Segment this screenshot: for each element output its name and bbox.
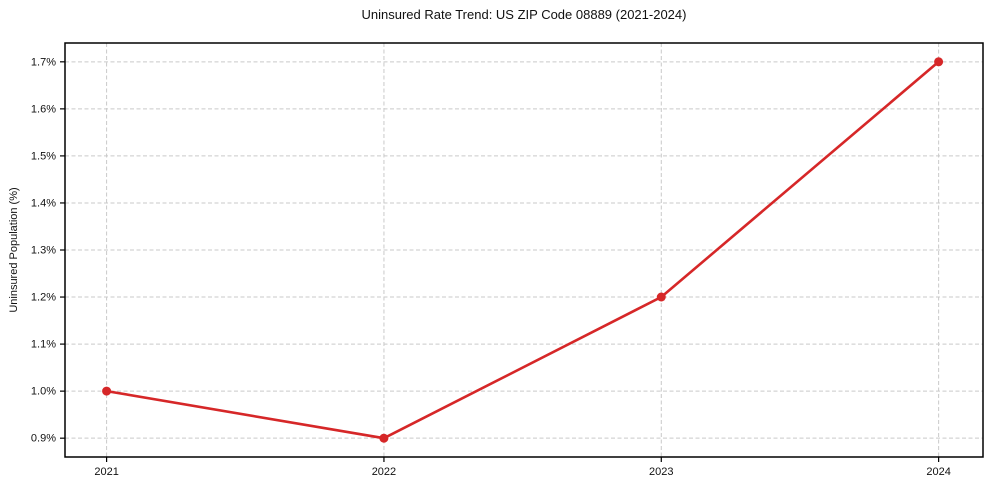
data-point-marker bbox=[934, 57, 944, 67]
plot-frame bbox=[64, 42, 984, 458]
x-tick-label: 2023 bbox=[649, 466, 673, 478]
chart-title: Uninsured Rate Trend: US ZIP Code 08889 … bbox=[361, 7, 687, 22]
y-tick-label: 1.3% bbox=[31, 245, 56, 257]
y-tick-label: 1.7% bbox=[31, 56, 56, 68]
y-tick-label: 1.0% bbox=[31, 386, 56, 398]
y-tick-label: 1.5% bbox=[31, 150, 56, 162]
series-line bbox=[105, 60, 940, 440]
data-point-marker bbox=[102, 386, 112, 396]
x-tick-label: 2024 bbox=[926, 466, 950, 478]
x-tick-label: 2022 bbox=[372, 466, 396, 478]
y-tick-label: 1.6% bbox=[31, 103, 56, 115]
x-tick-label: 2021 bbox=[94, 466, 118, 478]
y-tick-label: 0.9% bbox=[31, 433, 56, 445]
data-point-marker bbox=[379, 433, 389, 443]
y-tick-label: 1.2% bbox=[31, 292, 56, 304]
data-point-marker bbox=[656, 292, 666, 302]
y-tick-label: 1.4% bbox=[31, 197, 56, 209]
y-tick-label: 1.1% bbox=[31, 339, 56, 351]
